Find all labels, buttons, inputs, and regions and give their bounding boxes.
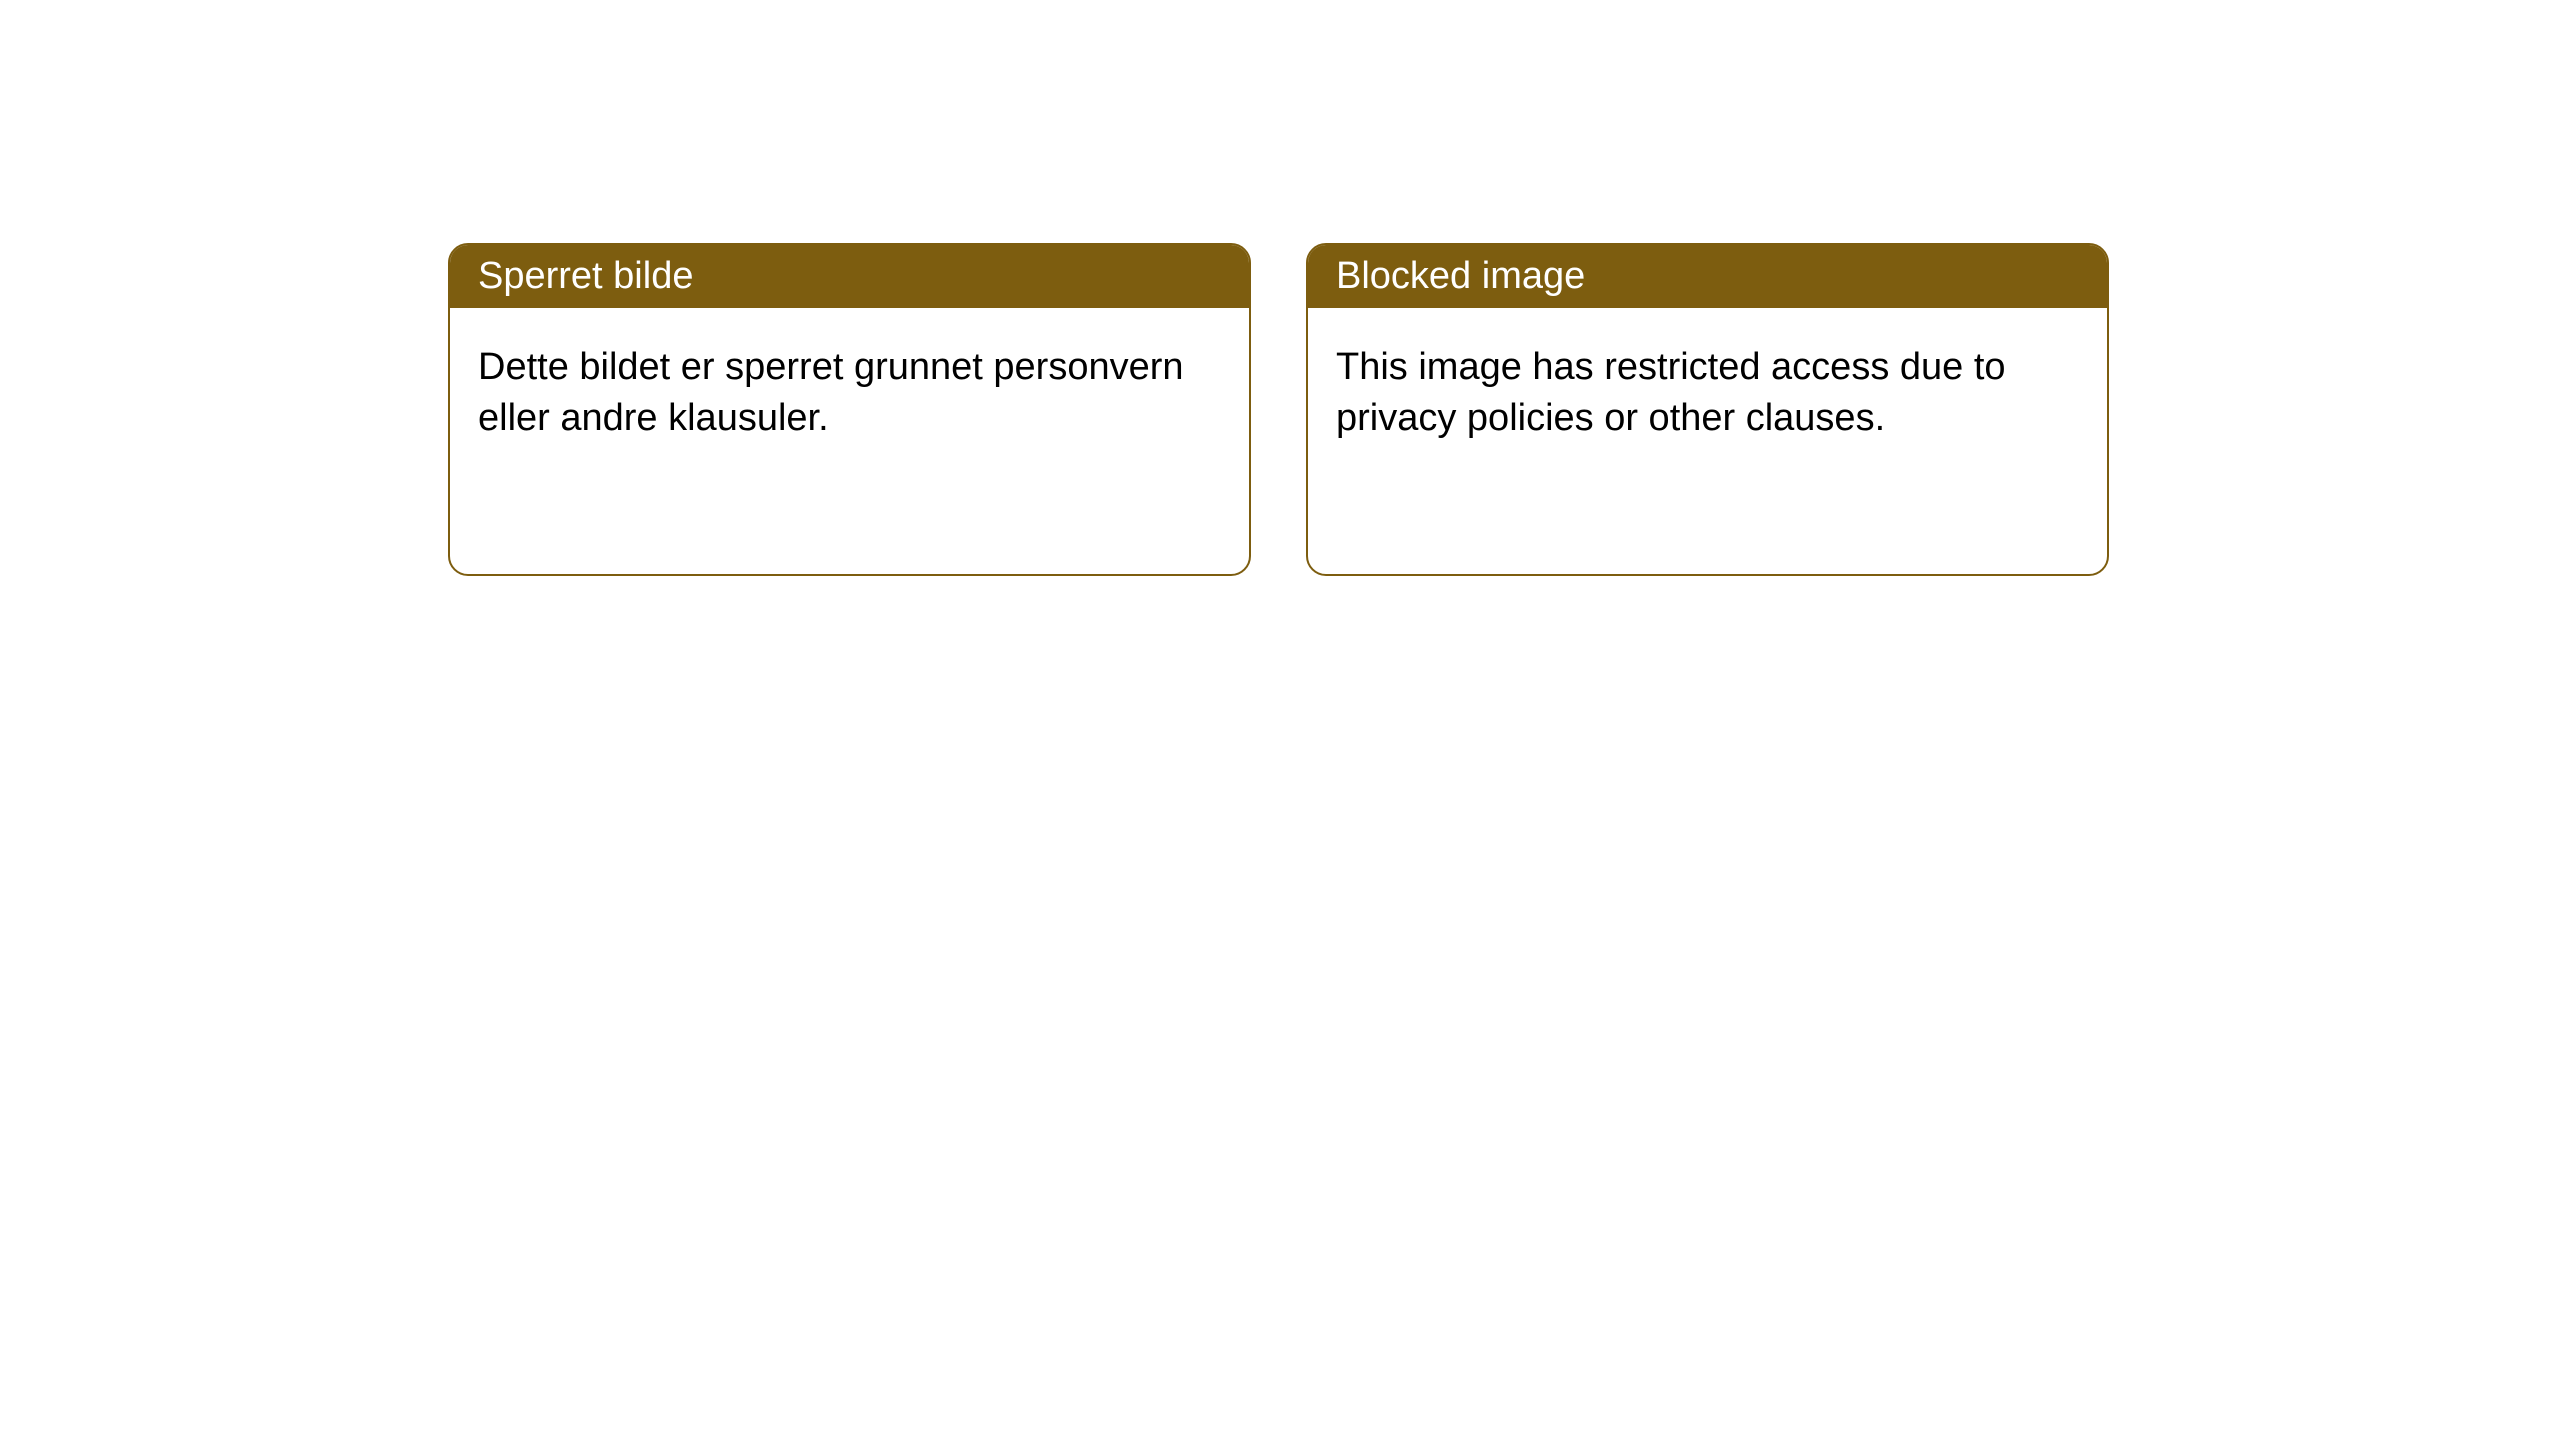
- notice-body: Dette bildet er sperret grunnet personve…: [450, 308, 1249, 479]
- notice-container: Sperret bilde Dette bildet er sperret gr…: [448, 243, 2109, 576]
- notice-card-english: Blocked image This image has restricted …: [1306, 243, 2109, 576]
- notice-card-norwegian: Sperret bilde Dette bildet er sperret gr…: [448, 243, 1251, 576]
- notice-body: This image has restricted access due to …: [1308, 308, 2107, 479]
- notice-title: Sperret bilde: [450, 245, 1249, 308]
- notice-title: Blocked image: [1308, 245, 2107, 308]
